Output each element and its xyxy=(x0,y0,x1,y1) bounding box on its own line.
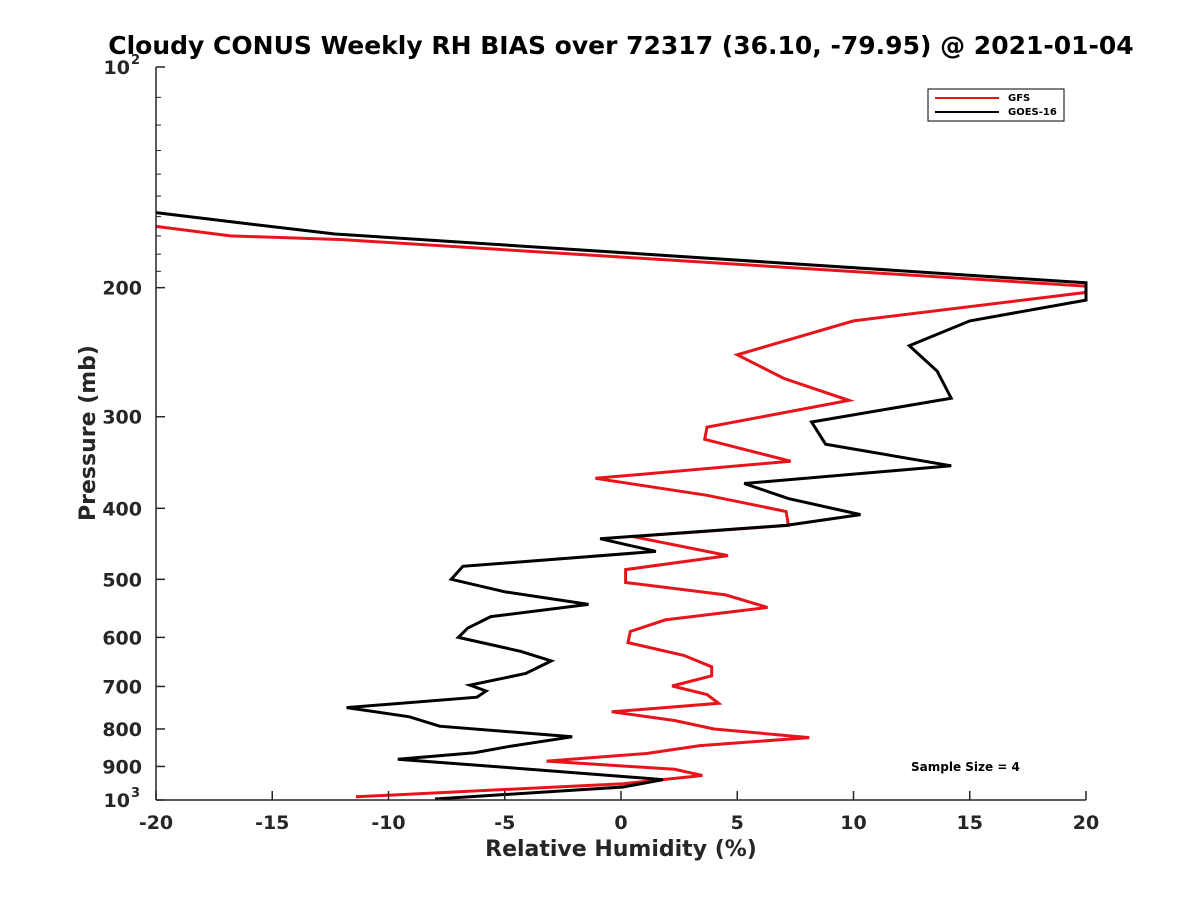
x-tick-label: 5 xyxy=(731,812,744,834)
x-tick-label: 0 xyxy=(614,812,627,834)
y-tick-label: 10 xyxy=(104,790,130,812)
y-tick-label: 10 xyxy=(104,57,130,79)
x-tick-label: -5 xyxy=(494,812,515,834)
y-tick-label-exponent: 2 xyxy=(131,53,140,68)
plot-area xyxy=(156,67,1086,800)
legend-label-gfs: GFS xyxy=(1008,93,1030,104)
legend-box xyxy=(927,88,1065,122)
y-tick-label: 800 xyxy=(102,719,142,741)
x-tick-label: -20 xyxy=(139,812,173,834)
y-tick-label: 400 xyxy=(102,498,142,520)
y-tick-label: 900 xyxy=(102,756,142,778)
x-tick-label: 10 xyxy=(840,812,866,834)
sample-size-annotation: Sample Size = 4 xyxy=(911,760,1020,774)
y-tick-label: 700 xyxy=(102,676,142,698)
y-tick-label: 500 xyxy=(102,569,142,591)
series-line-goes16 xyxy=(155,211,1088,801)
legend-label-goes16: GOES-16 xyxy=(1008,107,1057,118)
series-layer xyxy=(155,211,1088,801)
series-line-gfs xyxy=(155,224,1088,799)
legend: GFS GOES-16 xyxy=(927,88,1065,122)
x-tick-label: -15 xyxy=(255,812,289,834)
y-tick-label: 200 xyxy=(102,278,142,300)
x-axis-label: Relative Humidity (%) xyxy=(485,837,757,862)
x-tick-label: -10 xyxy=(371,812,405,834)
x-tick-label: 15 xyxy=(957,812,983,834)
y-tick-label: 300 xyxy=(102,407,142,429)
x-tick-label: 20 xyxy=(1073,812,1099,834)
chart-title: Cloudy CONUS Weekly RH BIAS over 72317 (… xyxy=(108,31,1133,60)
plot-background xyxy=(156,67,1086,800)
y-axis-label: Pressure (mb) xyxy=(76,345,101,521)
y-tick-label-exponent: 3 xyxy=(131,786,140,801)
y-tick-label: 600 xyxy=(102,627,142,649)
